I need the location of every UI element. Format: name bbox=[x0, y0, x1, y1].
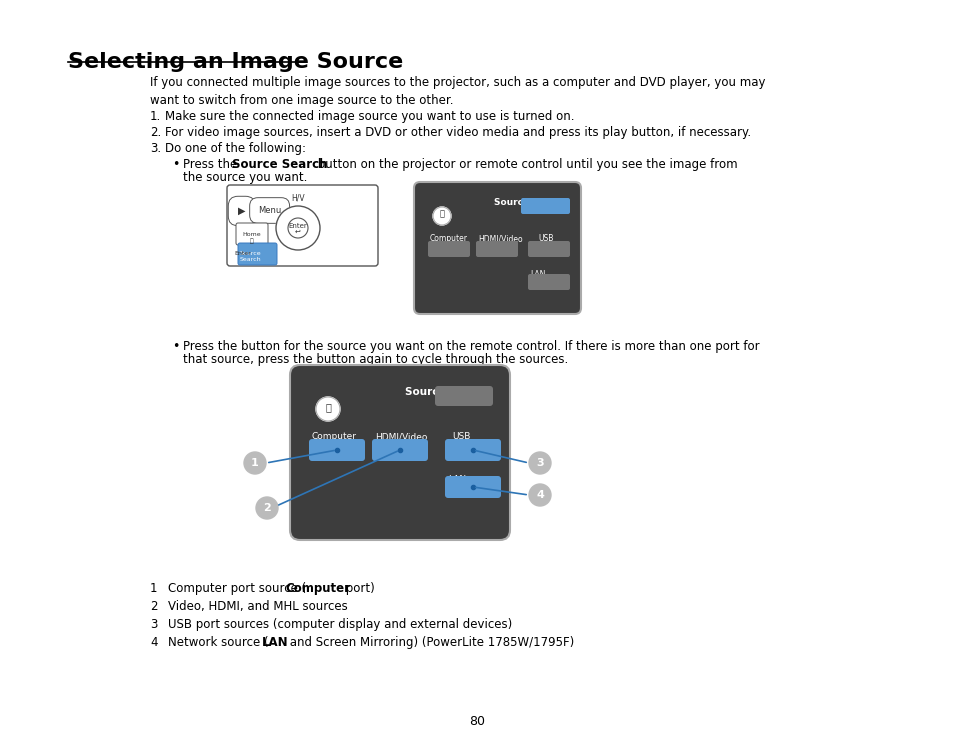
FancyBboxPatch shape bbox=[372, 439, 428, 461]
Text: Computer port source (: Computer port source ( bbox=[168, 582, 306, 595]
Circle shape bbox=[529, 484, 551, 506]
Text: Source
Search: Source Search bbox=[240, 251, 261, 262]
Circle shape bbox=[244, 452, 266, 474]
Text: Video, HDMI, and MHL sources: Video, HDMI, and MHL sources bbox=[168, 600, 348, 613]
Text: LAN: LAN bbox=[262, 636, 289, 649]
Text: ⏻: ⏻ bbox=[439, 210, 444, 218]
Text: Computer: Computer bbox=[312, 432, 356, 441]
Text: Source Search: Source Search bbox=[493, 198, 566, 207]
Text: ▶: ▶ bbox=[237, 206, 245, 216]
Text: 4: 4 bbox=[150, 636, 157, 649]
Text: Source Search: Source Search bbox=[405, 387, 490, 397]
Text: Enter: Enter bbox=[233, 251, 251, 256]
Text: 2: 2 bbox=[150, 600, 157, 613]
Text: USB: USB bbox=[537, 234, 553, 243]
FancyBboxPatch shape bbox=[476, 241, 517, 257]
Text: HDMI/Video: HDMI/Video bbox=[375, 432, 427, 441]
Text: Make sure the connected image source you want to use is turned on.: Make sure the connected image source you… bbox=[165, 110, 574, 123]
Text: H/V: H/V bbox=[291, 193, 305, 202]
FancyBboxPatch shape bbox=[520, 198, 569, 214]
Text: Computer: Computer bbox=[285, 582, 350, 595]
Circle shape bbox=[255, 497, 277, 519]
Text: Network source (: Network source ( bbox=[168, 636, 269, 649]
Circle shape bbox=[275, 206, 319, 250]
Text: that source, press the button again to cycle through the sources.: that source, press the button again to c… bbox=[183, 353, 568, 366]
Text: 4: 4 bbox=[536, 490, 543, 500]
Text: and Screen Mirroring) (PowerLite 1785W/1795F): and Screen Mirroring) (PowerLite 1785W/1… bbox=[286, 636, 574, 649]
Text: •: • bbox=[172, 158, 179, 171]
Text: ⏻: ⏻ bbox=[325, 402, 331, 412]
FancyBboxPatch shape bbox=[444, 476, 500, 498]
Text: port): port) bbox=[341, 582, 375, 595]
FancyBboxPatch shape bbox=[435, 386, 493, 406]
Circle shape bbox=[288, 218, 308, 238]
FancyBboxPatch shape bbox=[527, 274, 569, 290]
Text: LAN: LAN bbox=[448, 475, 466, 484]
Text: Enter: Enter bbox=[289, 223, 307, 229]
FancyBboxPatch shape bbox=[235, 223, 268, 245]
Text: the source you want.: the source you want. bbox=[183, 171, 307, 184]
FancyBboxPatch shape bbox=[237, 243, 276, 265]
Text: If you connected multiple image sources to the projector, such as a computer and: If you connected multiple image sources … bbox=[150, 76, 764, 107]
Text: Computer: Computer bbox=[430, 234, 468, 243]
Text: Selecting an Image Source: Selecting an Image Source bbox=[68, 52, 403, 72]
Text: LAN: LAN bbox=[530, 270, 545, 279]
Text: •: • bbox=[172, 340, 179, 353]
FancyBboxPatch shape bbox=[444, 439, 500, 461]
Text: ↩: ↩ bbox=[294, 229, 300, 235]
Text: Menu: Menu bbox=[257, 206, 281, 215]
Text: USB: USB bbox=[452, 432, 470, 441]
Text: 1: 1 bbox=[251, 458, 258, 468]
Text: 80: 80 bbox=[469, 715, 484, 728]
Text: USB port sources (computer display and external devices): USB port sources (computer display and e… bbox=[168, 618, 512, 631]
Text: 3: 3 bbox=[536, 458, 543, 468]
FancyBboxPatch shape bbox=[227, 185, 377, 266]
FancyBboxPatch shape bbox=[290, 365, 510, 540]
Text: 1: 1 bbox=[150, 582, 157, 595]
Text: button on the projector or remote control until you see the image from: button on the projector or remote contro… bbox=[314, 158, 737, 171]
Text: HDMI/Video: HDMI/Video bbox=[477, 234, 522, 243]
Text: Do one of the following:: Do one of the following: bbox=[165, 142, 306, 155]
Text: Press the: Press the bbox=[183, 158, 241, 171]
Circle shape bbox=[529, 452, 551, 474]
Text: 3.: 3. bbox=[150, 142, 161, 155]
Circle shape bbox=[433, 207, 451, 225]
Text: For video image sources, insert a DVD or other video media and press its play bu: For video image sources, insert a DVD or… bbox=[165, 126, 750, 139]
Circle shape bbox=[315, 397, 339, 421]
Text: Home
🏠: Home 🏠 bbox=[242, 232, 261, 244]
FancyBboxPatch shape bbox=[414, 182, 580, 314]
FancyBboxPatch shape bbox=[428, 241, 470, 257]
Text: 2.: 2. bbox=[150, 126, 161, 139]
Text: Source Search: Source Search bbox=[232, 158, 327, 171]
Text: 1.: 1. bbox=[150, 110, 161, 123]
Text: 2: 2 bbox=[263, 503, 271, 513]
FancyBboxPatch shape bbox=[309, 439, 365, 461]
Text: Press the button for the source you want on the remote control. If there is more: Press the button for the source you want… bbox=[183, 340, 759, 353]
FancyBboxPatch shape bbox=[527, 241, 569, 257]
Text: 3: 3 bbox=[150, 618, 157, 631]
